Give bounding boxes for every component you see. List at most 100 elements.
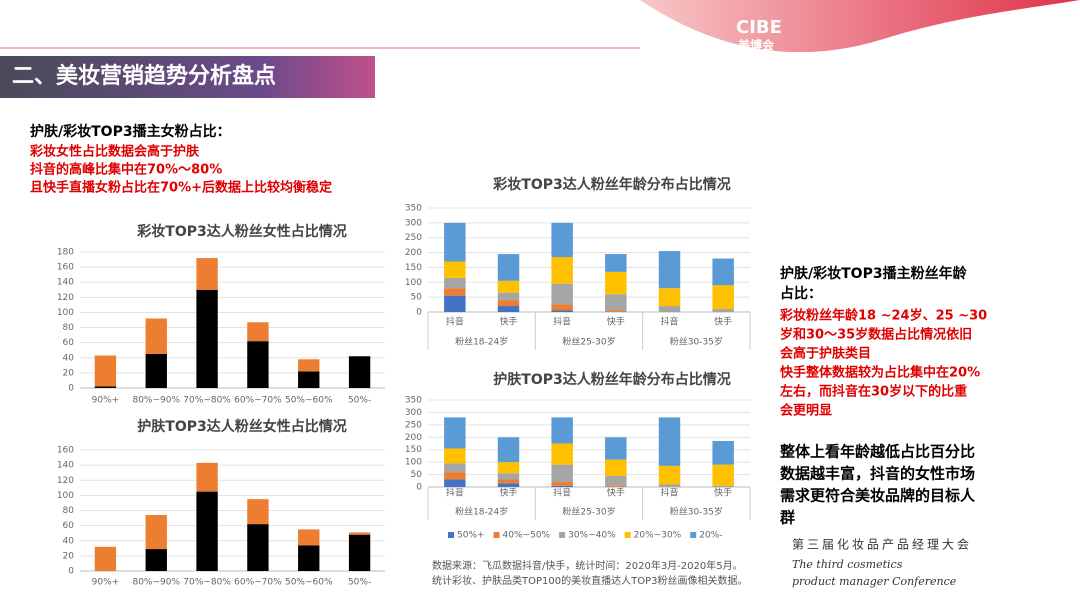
- bar-segment: [551, 257, 573, 284]
- y-tick-label: 0: [416, 308, 422, 318]
- group-label: 粉丝18-24岁: [455, 336, 508, 348]
- y-tick-label: 50: [411, 470, 423, 480]
- y-tick-label: 0: [68, 567, 74, 577]
- legend-label: 20%-: [699, 531, 722, 541]
- x-tick-label: 80%~90%: [132, 578, 180, 588]
- group-label: 粉丝30-35岁: [670, 506, 723, 518]
- y-tick-label: 60: [63, 338, 75, 348]
- right-heading: 护肤/彩妆TOP3播主粉丝年龄: [780, 265, 968, 282]
- x-tick-label: 80%~90%: [132, 396, 180, 406]
- bar-segment: [658, 465, 681, 485]
- conference-cn: 第三届化妆品产品经理大会: [792, 538, 972, 552]
- bar-segment: [348, 532, 371, 535]
- bar-segment: [444, 261, 466, 278]
- y-tick-label: 20: [63, 551, 75, 561]
- x-tick-label: 抖音: [660, 316, 678, 328]
- bar-segment: [196, 289, 218, 388]
- bar-segment: [145, 354, 167, 388]
- x-tick-label: 70%~80%: [183, 396, 231, 406]
- bar-segment: [444, 448, 466, 464]
- bar-segment: [551, 443, 573, 465]
- bar-segment: [712, 258, 734, 286]
- bar-segment: [658, 484, 681, 487]
- bar-segment: [497, 462, 520, 474]
- legend-swatch: [559, 532, 566, 538]
- bar-segment: [712, 485, 734, 487]
- right-line: 快手整体数据较为占比集中在20%: [780, 365, 980, 381]
- bar-segment: [551, 283, 573, 305]
- bar-segment: [605, 459, 627, 476]
- bar-segment: [497, 483, 520, 487]
- bar-segment: [712, 285, 734, 310]
- logo-sub: 美博会: [738, 38, 775, 53]
- left-line: 且快手直播女粉占比在70%+后数据上比较均衡稳定: [30, 180, 332, 196]
- bar-segment: [605, 294, 627, 311]
- chart-title: 彩妆TOP3达人粉丝女性占比情况: [136, 223, 346, 240]
- bar-segment: [497, 254, 520, 281]
- y-tick-label: 120: [57, 293, 74, 303]
- bar-segment: [247, 499, 269, 525]
- right-line: 彩妆粉丝年龄18 ~24岁、25 ~30: [779, 308, 987, 324]
- bar-segment: [247, 341, 269, 388]
- bar-segment: [247, 322, 269, 342]
- group-label: 粉丝25-30岁: [562, 506, 615, 518]
- y-tick-label: 250: [405, 420, 422, 430]
- chart-title: 彩妆TOP3达人粉丝年龄分布占比情况: [492, 176, 730, 193]
- legend-label: 30%~40%: [568, 531, 616, 541]
- right-line: 会高于护肤类目: [780, 346, 871, 362]
- bar-segment: [551, 310, 573, 312]
- legend-swatch: [624, 532, 631, 538]
- legend-label: 50%+: [457, 531, 485, 541]
- bar-segment: [444, 479, 466, 487]
- charts: 彩妆TOP3达人粉丝女性占比情况 0 20 40 60 80 100 120 140 160 180…: [57, 176, 751, 588]
- logo: CIBE: [736, 17, 782, 38]
- bar-segment: [497, 292, 520, 301]
- legend-swatch: [493, 532, 500, 538]
- bar-segment: [551, 482, 573, 486]
- bar-segment: [551, 464, 573, 483]
- bar-segment: [196, 462, 218, 492]
- source-line: 数据来源：飞瓜数据抖音/快手，统计时间：2020年3月-2020年5月。: [432, 559, 743, 572]
- bar-segment: [605, 254, 627, 272]
- bar-segment: [444, 463, 466, 473]
- x-tick-label: 快手: [607, 487, 625, 499]
- bar-segment: [196, 491, 218, 571]
- y-tick-label: 200: [405, 248, 422, 258]
- right-line: 岁和30～35岁数据占比情况依旧: [780, 327, 972, 343]
- y-tick-label: 50: [411, 293, 423, 303]
- bar-segment: [497, 437, 520, 463]
- y-tick-label: 350: [405, 396, 422, 406]
- y-tick-label: 100: [405, 458, 422, 468]
- bar-segment: [605, 310, 627, 312]
- x-tick-label: 快手: [499, 487, 517, 499]
- y-tick-label: 40: [63, 353, 75, 363]
- chart-title: 护肤TOP3达人粉丝女性占比情况: [137, 418, 346, 435]
- x-tick-label: 50%-: [348, 578, 371, 588]
- bar-segment: [605, 271, 627, 295]
- y-tick-label: 350: [405, 204, 422, 214]
- bar-segment: [348, 356, 371, 388]
- x-tick-label: 70%~80%: [183, 578, 231, 588]
- x-tick-label: 60%~70%: [234, 396, 282, 406]
- bar-segment: [444, 417, 466, 449]
- x-tick-label: 抖音: [553, 316, 571, 328]
- bar-segment: [658, 417, 681, 466]
- y-tick-label: 100: [57, 308, 74, 318]
- left-heading: 护肤/彩妆TOP3播主女粉占比：: [30, 123, 231, 140]
- bar-segment: [94, 546, 117, 571]
- y-tick-label: 140: [57, 278, 74, 288]
- bar-segment: [94, 386, 117, 388]
- x-tick-label: 抖音: [553, 487, 571, 499]
- bar-segment: [348, 534, 371, 571]
- x-tick-label: 抖音: [446, 316, 464, 328]
- x-tick-label: 抖音: [446, 487, 464, 499]
- y-tick-label: 300: [405, 218, 422, 228]
- x-tick-label: 快手: [714, 487, 732, 499]
- right-line: 左右，而抖音在30岁以下的比重: [780, 384, 967, 400]
- x-tick-label: 快手: [607, 316, 625, 328]
- bar-segment: [247, 524, 269, 571]
- y-tick-label: 120: [57, 476, 74, 486]
- y-tick-label: 300: [405, 408, 422, 418]
- y-tick-label: 20: [63, 368, 75, 378]
- legend-swatch: [690, 532, 697, 538]
